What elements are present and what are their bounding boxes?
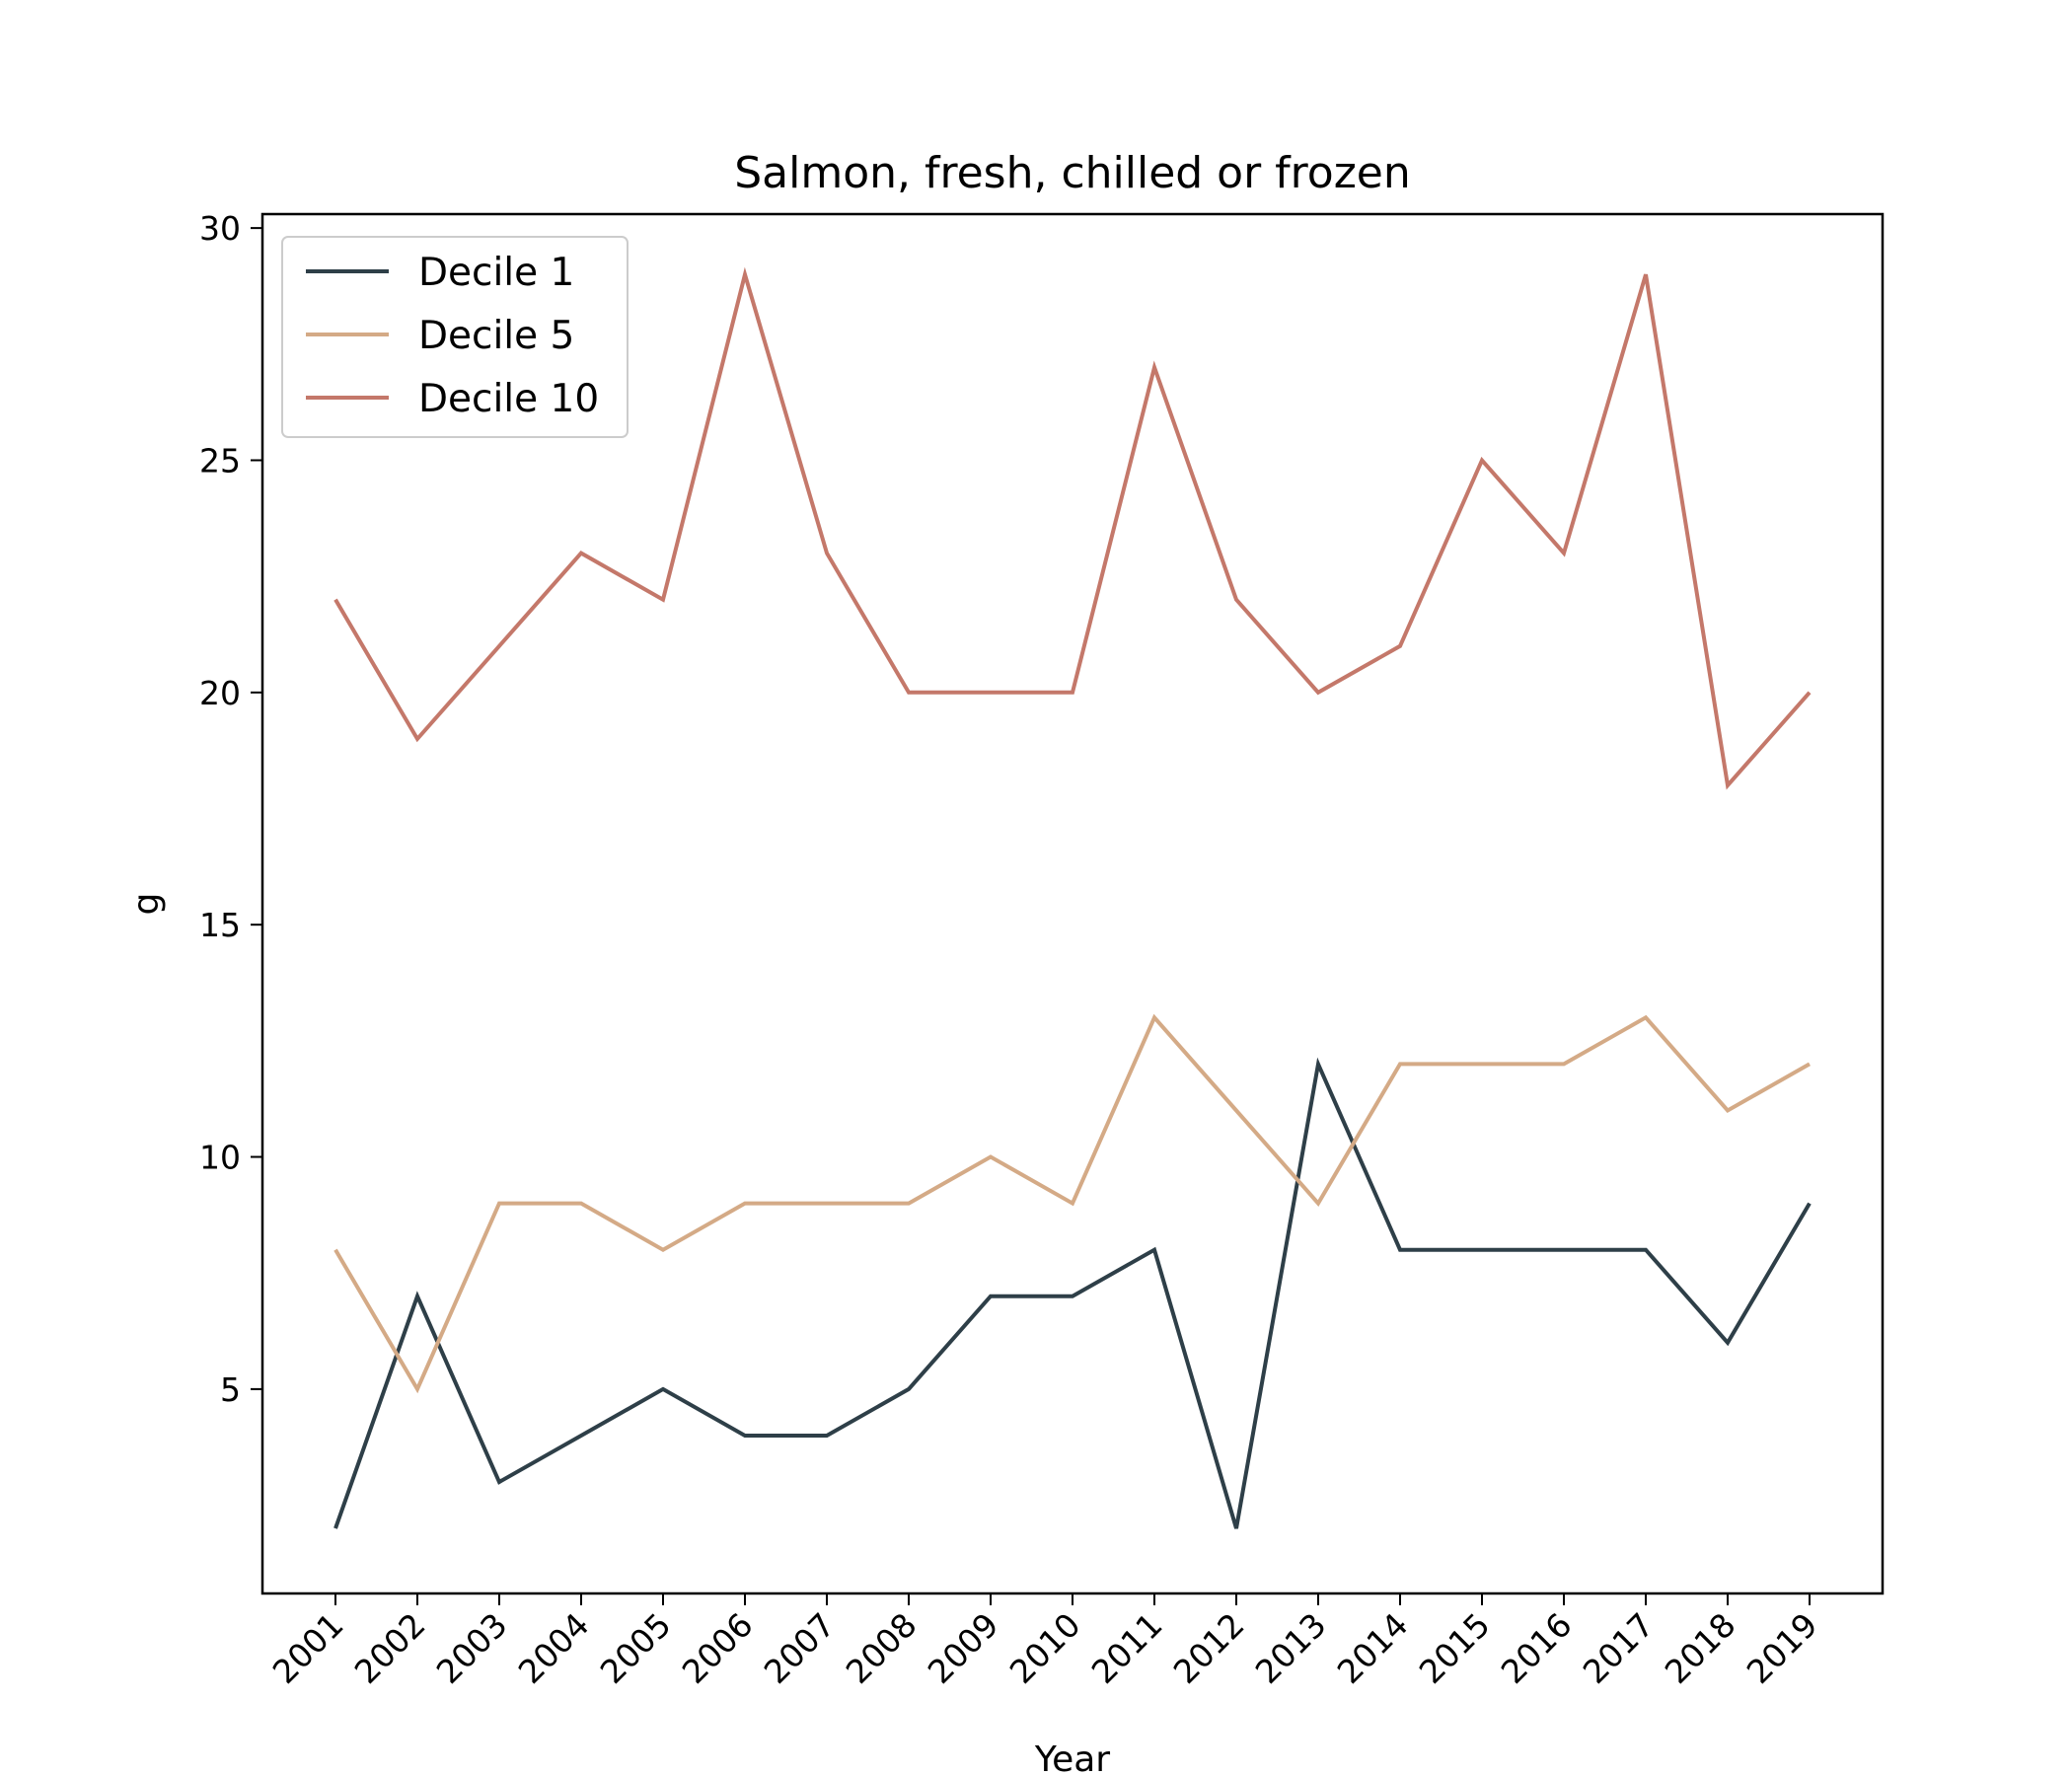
legend: Decile 1 Decile 5 Decile 10: [281, 236, 629, 438]
legend-label: Decile 1: [418, 251, 574, 295]
series-line-decile-10: [333, 266, 1812, 790]
x-tick-label: 2018: [1658, 1605, 1743, 1691]
y-axis-label: g: [126, 893, 167, 916]
x-tick-label: 2017: [1576, 1605, 1662, 1691]
series-line-decile-1: [333, 1057, 1812, 1529]
x-tick-label: 2009: [921, 1605, 1006, 1691]
x-tick-label: 2011: [1084, 1605, 1170, 1691]
legend-box: [281, 236, 629, 438]
x-tick-label: 2019: [1739, 1605, 1825, 1691]
x-tick-label: 2016: [1494, 1605, 1580, 1691]
x-axis-label: Year: [1034, 1739, 1110, 1776]
y-tick-label: 30: [199, 209, 241, 248]
legend-label: Decile 10: [418, 377, 599, 421]
x-tick-label: 2003: [429, 1605, 515, 1691]
series-line-decile-5: [333, 1013, 1811, 1394]
x-tick-label: 2010: [1002, 1605, 1088, 1691]
y-tick-label: 25: [199, 441, 241, 480]
y-tick-label: 10: [199, 1139, 241, 1177]
x-tick-label: 2007: [757, 1605, 843, 1691]
x-tick-label: 2004: [511, 1605, 597, 1691]
x-tick-label: 2002: [347, 1605, 433, 1691]
legend-label: Decile 5: [418, 314, 574, 358]
y-tick-label: 20: [199, 674, 241, 712]
x-tick-label: 2012: [1166, 1605, 1252, 1691]
y-tick-label: 5: [220, 1370, 241, 1409]
chart-title: Salmon, fresh, chilled or frozen: [734, 148, 1411, 198]
y-tick-label: 15: [199, 906, 241, 944]
x-tick-label: 2001: [265, 1605, 351, 1691]
y-axis: 5 10 15 20 25 30 g: [126, 209, 262, 1409]
x-axis: 2001200220032004200520062007200820092010…: [265, 1593, 1825, 1776]
x-tick-label: 2008: [839, 1605, 925, 1691]
x-tick-label: 2005: [593, 1605, 679, 1691]
x-tick-label: 2013: [1248, 1605, 1334, 1691]
x-tick-label: 2006: [675, 1605, 761, 1691]
series-lines: [333, 266, 1812, 1529]
x-tick-label: 2014: [1330, 1605, 1416, 1691]
x-tick-label: 2015: [1412, 1605, 1498, 1691]
